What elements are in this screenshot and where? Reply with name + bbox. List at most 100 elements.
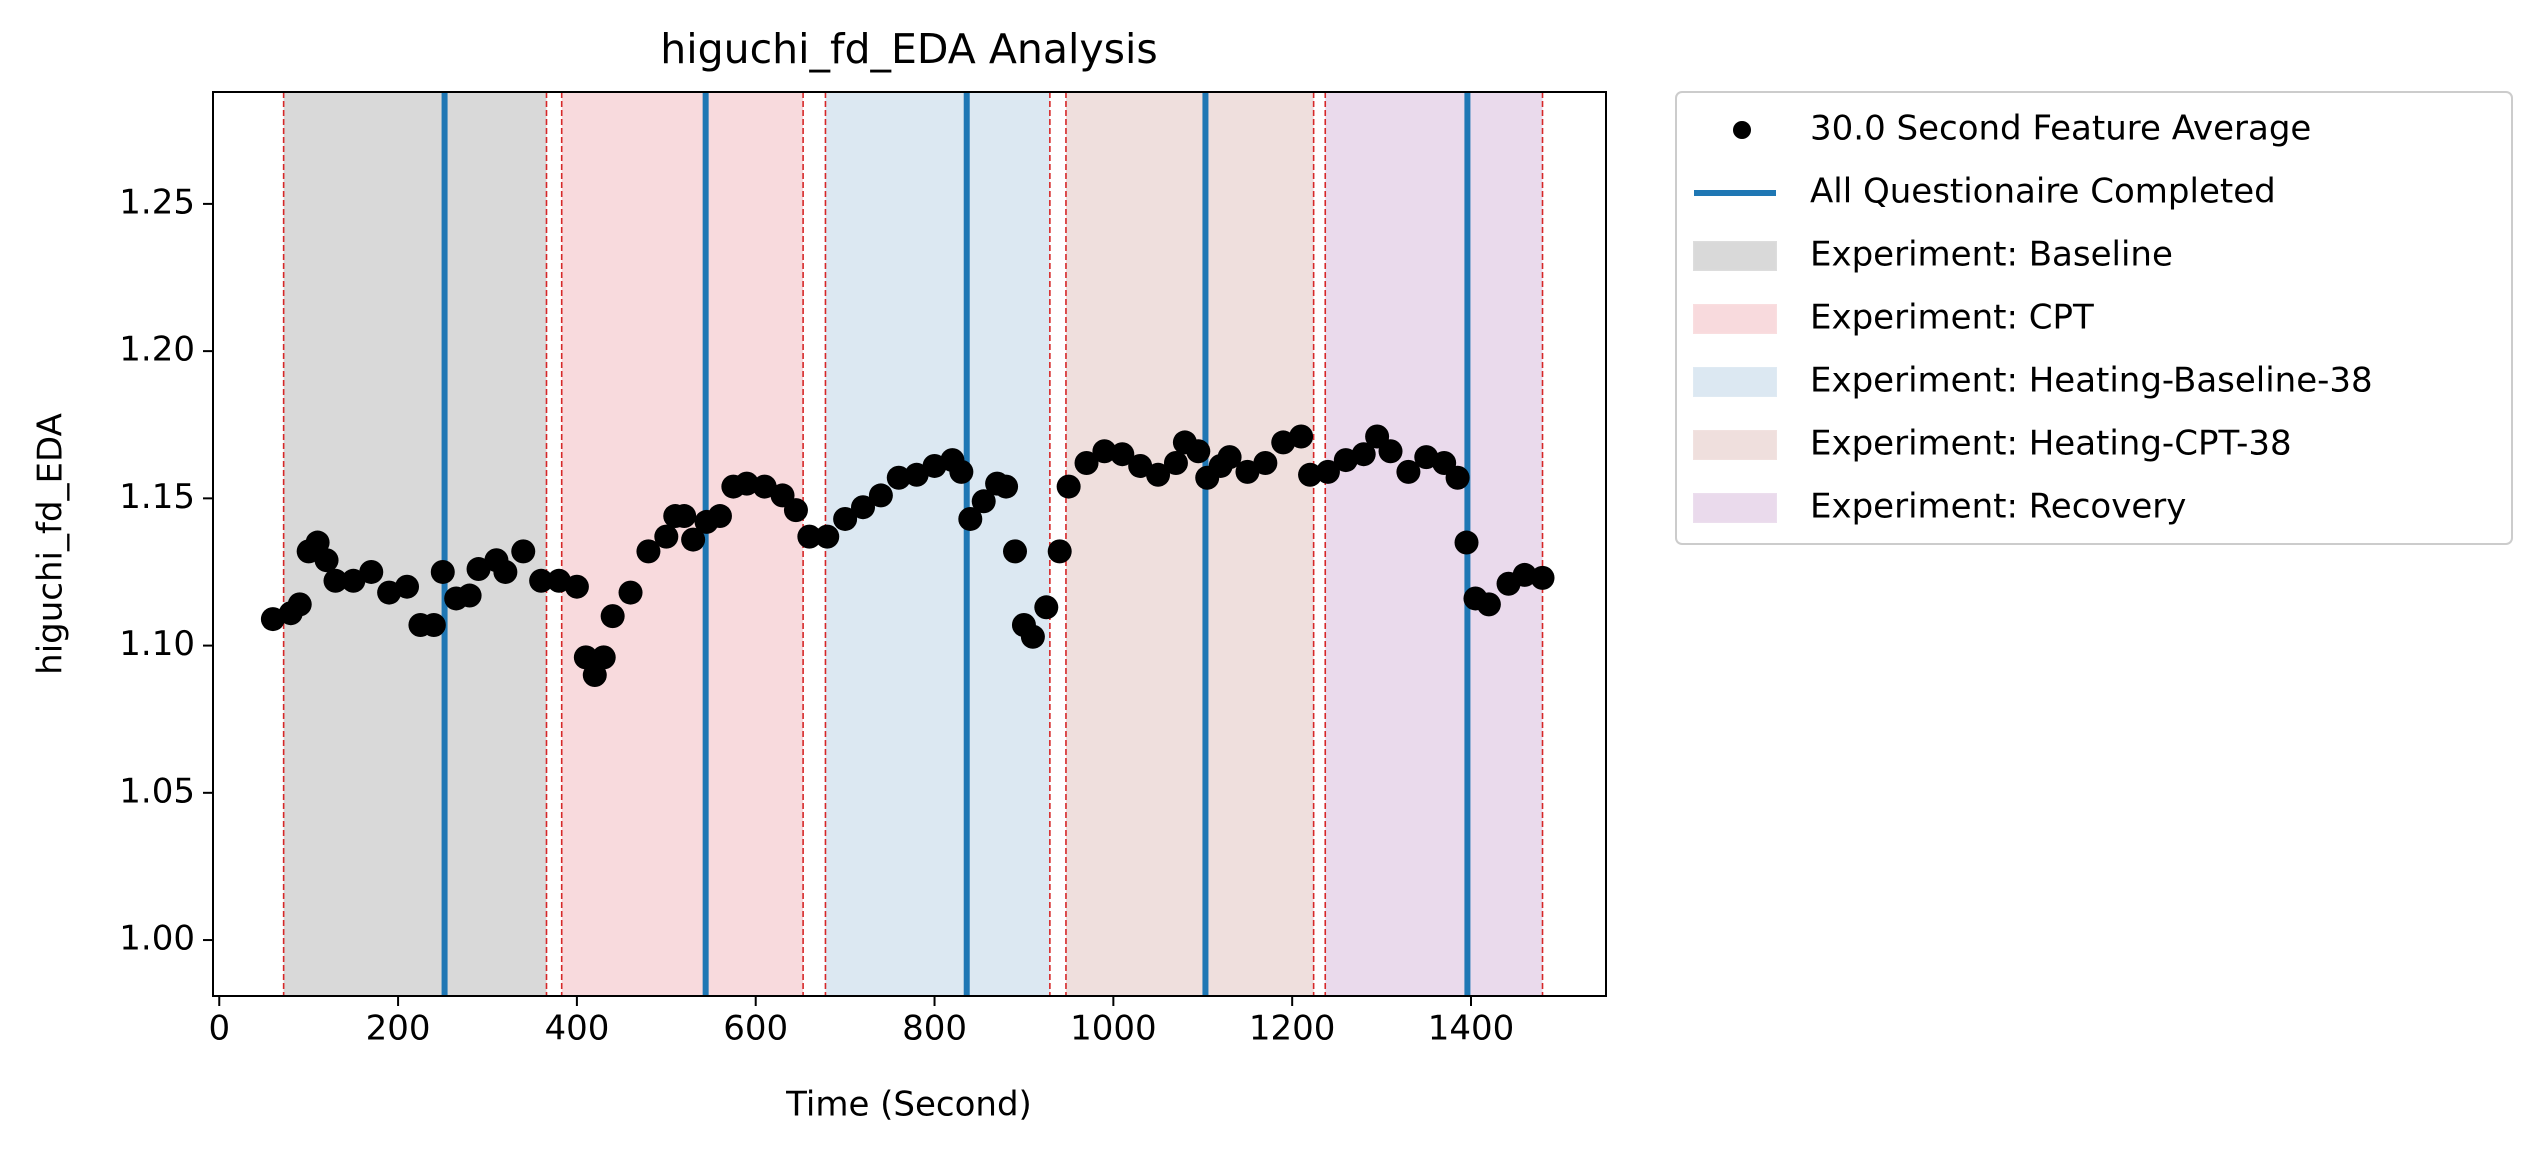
y-tick-label: 1.00 [119, 919, 195, 959]
data-point [1186, 439, 1211, 464]
legend-marker [1693, 493, 1777, 523]
x-tick-label: 0 [208, 1009, 230, 1049]
x-axis-label: Time (Second) [785, 1085, 1032, 1125]
data-point [430, 559, 455, 584]
data-point [1378, 439, 1403, 464]
data-point [511, 539, 536, 564]
data-point [1289, 424, 1314, 449]
data-point [904, 462, 929, 487]
legend-marker [1693, 304, 1777, 334]
data-point [1315, 459, 1340, 484]
data-point [1396, 459, 1421, 484]
data-point [493, 559, 518, 584]
x-tick-label: 800 [902, 1009, 967, 1049]
legend-marker [1693, 367, 1777, 397]
data-point [851, 495, 876, 520]
data-point [314, 548, 339, 573]
data-point [1092, 439, 1117, 464]
data-point [868, 483, 893, 508]
legend-label: 30.0 Second Feature Average [1810, 109, 2311, 149]
legend-label: Experiment: Recovery [1810, 487, 2186, 527]
data-point [1445, 465, 1470, 490]
data-point [636, 539, 661, 564]
data-point [797, 524, 822, 549]
data-point [707, 504, 732, 529]
data-point [323, 568, 348, 593]
legend-marker [1693, 241, 1777, 271]
data-point [1146, 462, 1171, 487]
legend-label: All Questionaire Completed [1810, 172, 2276, 212]
data-point [734, 471, 759, 496]
legend-label: Experiment: Heating-CPT-38 [1810, 424, 2292, 464]
y-tick-label: 1.25 [119, 182, 195, 222]
data-point [600, 604, 625, 629]
data-point [359, 559, 384, 584]
data-point [1530, 565, 1555, 590]
data-point [1110, 442, 1135, 467]
legend-frame [1675, 91, 2513, 545]
x-tick-label: 400 [544, 1009, 609, 1049]
data-point [1003, 539, 1028, 564]
y-axis-label: higuchi_fd_EDA [31, 413, 71, 675]
x-tick-label: 200 [366, 1009, 431, 1049]
data-point [305, 530, 330, 555]
data-point [1020, 624, 1045, 649]
chart-title: higuchi_fd_EDA Analysis [660, 25, 1158, 73]
data-point [1235, 459, 1260, 484]
legend-label: Experiment: CPT [1810, 298, 2094, 338]
data-point [971, 489, 996, 514]
data-point [618, 580, 643, 605]
plot-frame [212, 91, 1607, 997]
data-point [466, 557, 491, 582]
legend-label: Experiment: Heating-Baseline-38 [1810, 361, 2373, 401]
data-point [564, 574, 589, 599]
data-point [654, 524, 679, 549]
data-point [573, 645, 598, 670]
data-point [949, 459, 974, 484]
data-point [341, 568, 366, 593]
data-point [1034, 595, 1059, 620]
y-tick-label: 1.10 [119, 624, 195, 664]
data-point [783, 498, 808, 523]
x-tick-label: 600 [723, 1009, 788, 1049]
span [1065, 92, 1314, 996]
y-tick-label: 1.20 [119, 330, 195, 370]
data-point [994, 474, 1019, 499]
data-point [1476, 592, 1501, 617]
legend-marker [1733, 121, 1751, 139]
y-tick-label: 1.15 [119, 477, 195, 517]
data-point [457, 583, 482, 608]
data-point [287, 592, 312, 617]
data-point [1163, 451, 1188, 476]
data-point [1128, 453, 1153, 478]
data-point [886, 465, 911, 490]
x-tick-label: 1200 [1249, 1009, 1336, 1049]
span [1325, 92, 1543, 996]
data-point [1253, 451, 1278, 476]
y-tick-label: 1.05 [119, 771, 195, 811]
legend-label: Experiment: Baseline [1810, 235, 2173, 275]
data-point [1074, 451, 1099, 476]
data-point [591, 645, 616, 670]
data-point [529, 568, 554, 593]
x-tick-label: 1000 [1070, 1009, 1157, 1049]
data-point [672, 504, 697, 529]
x-tick-label: 1400 [1428, 1009, 1515, 1049]
data-point [1298, 462, 1323, 487]
data-point [833, 506, 858, 531]
data-point [1351, 442, 1376, 467]
data-point [958, 506, 983, 531]
data-point [395, 574, 420, 599]
data-point [752, 474, 777, 499]
data-point [1512, 562, 1537, 587]
data-point [1217, 445, 1242, 470]
data-point [582, 663, 607, 688]
data-point [1056, 474, 1081, 499]
data-point [681, 527, 706, 552]
data-point [815, 524, 840, 549]
legend-marker [1693, 430, 1777, 460]
data-point [421, 612, 446, 637]
data-point [1047, 539, 1072, 564]
